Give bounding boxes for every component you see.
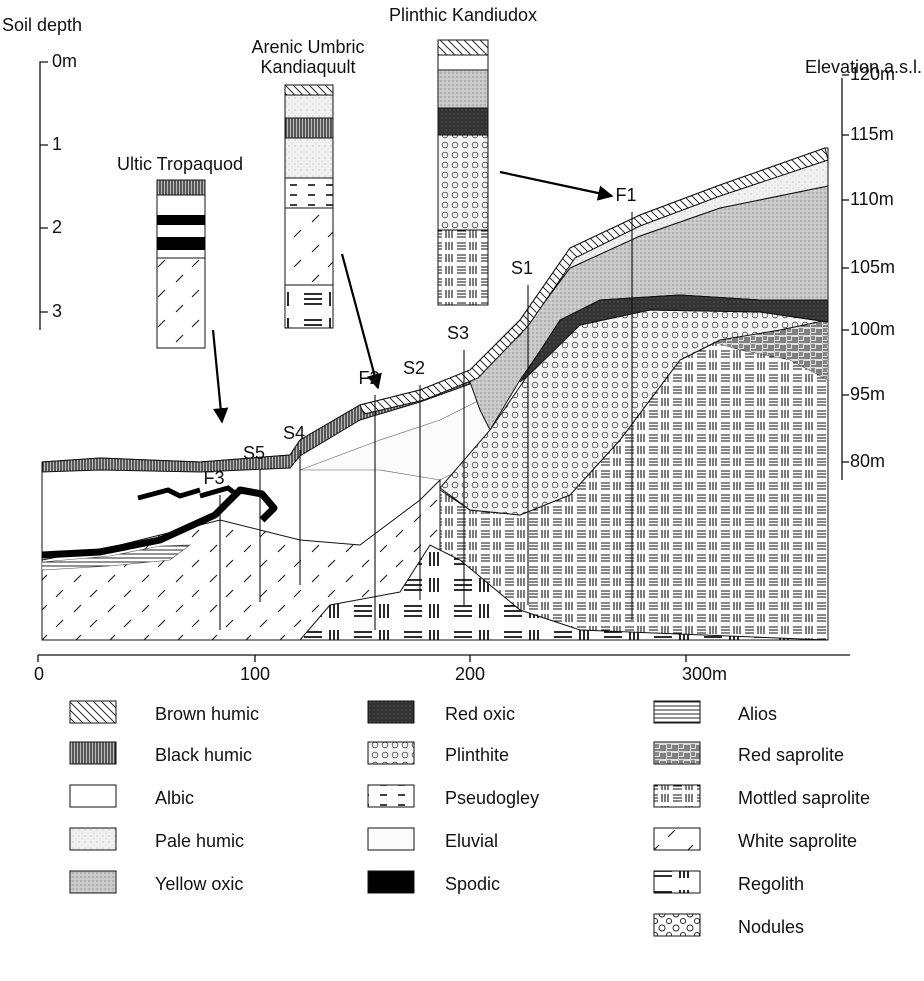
legend-swatch [654, 914, 700, 936]
legend-swatch [654, 828, 700, 850]
legend-label: Brown humic [155, 704, 259, 724]
depth-label: 1 [52, 134, 62, 154]
profile-name: Ultic Tropaquod [117, 154, 243, 174]
legend-swatch [654, 785, 700, 807]
legend-swatch [368, 871, 414, 893]
elevation-label: 120m [850, 64, 895, 84]
depth-axis [40, 62, 48, 330]
legend-swatch [368, 742, 414, 764]
elevation-label: 110m [850, 189, 894, 209]
legend-label: Plinthite [445, 745, 509, 765]
legend-label: Eluvial [445, 831, 498, 851]
distance-axis [38, 655, 850, 662]
legend-label: Mottled saprolite [738, 788, 870, 808]
depth-scale-title: Soil depth [2, 15, 82, 35]
profile-column [438, 40, 488, 305]
depth-label: 3 [52, 301, 62, 321]
distance-label: 0 [34, 664, 44, 684]
legend-label: Black humic [155, 745, 252, 765]
elevation-label: 80m [850, 451, 885, 471]
legend-label: Red saprolite [738, 745, 844, 765]
legend-label: Regolith [738, 874, 804, 894]
elevation-label: 115m [850, 124, 894, 144]
profile-column [157, 180, 205, 348]
legend-label: Red oxic [445, 704, 515, 724]
elevation-label: 95m [850, 384, 885, 404]
elevation-label: 105m [850, 257, 895, 277]
site-label: F2 [358, 368, 379, 388]
site-label: F1 [615, 185, 636, 205]
depth-label: 0m [52, 51, 77, 71]
legend-swatch [70, 785, 116, 807]
profile-column [285, 85, 333, 328]
legend-label: Spodic [445, 874, 500, 894]
legend-label: Pseudogley [445, 788, 539, 808]
site-label: F3 [203, 468, 224, 488]
legend-label: Albic [155, 788, 194, 808]
site-label: S3 [447, 323, 469, 343]
legend-swatch [70, 871, 116, 893]
site-label: S2 [403, 358, 425, 378]
legend-swatch [368, 701, 414, 723]
profile-name: Arenic Umbric [251, 37, 364, 57]
site-label: S5 [243, 443, 265, 463]
legend-label: White saprolite [738, 831, 857, 851]
legend-swatch [654, 871, 700, 893]
distance-label: 200 [455, 664, 485, 684]
elevation-label: 100m [850, 319, 895, 339]
legend-swatch [70, 828, 116, 850]
legend-swatch [70, 742, 116, 764]
site-label: S1 [511, 258, 533, 278]
legend-label: Nodules [738, 917, 804, 937]
profile-name: Plinthic Kandiudox [389, 5, 537, 25]
depth-label: 2 [52, 217, 62, 237]
distance-label: 300m [682, 664, 727, 684]
legend-swatch [368, 785, 414, 807]
profile-name: Kandiaquult [260, 57, 355, 77]
legend-label: Pale humic [155, 831, 244, 851]
legend-swatch [654, 742, 700, 764]
site-label: S4 [283, 423, 305, 443]
distance-label: 100 [240, 664, 270, 684]
legend-swatch [70, 701, 116, 723]
legend-swatch [368, 828, 414, 850]
legend-label: Alios [738, 704, 777, 724]
soil-cross-section: Soil depth 0m123 Elevation a.s.l. 120m11… [0, 0, 924, 976]
legend-label: Yellow oxic [155, 874, 243, 894]
legend-swatch [654, 701, 700, 723]
